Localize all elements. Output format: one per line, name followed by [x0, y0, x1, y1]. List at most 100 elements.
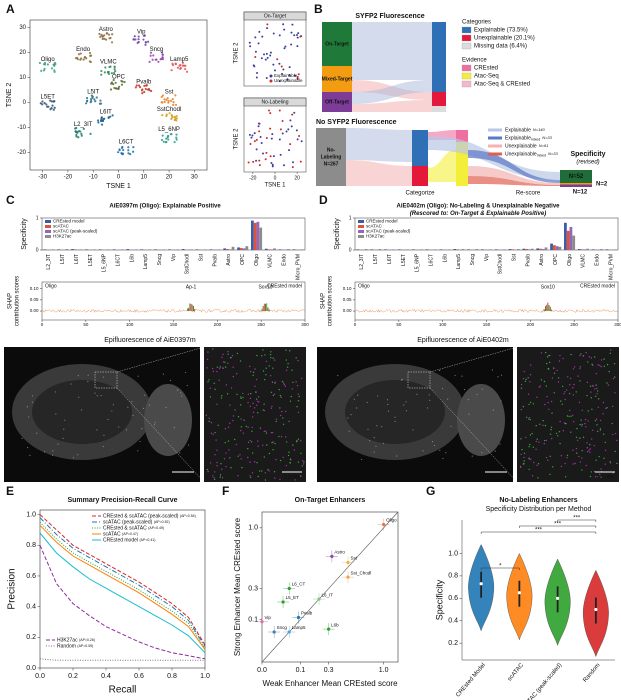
- zoom-speckle: [281, 380, 284, 383]
- image-speckle: [54, 391, 56, 393]
- bar: [572, 235, 576, 250]
- pr-curve: [39, 514, 206, 646]
- inset-point: [259, 135, 262, 138]
- image-speckle: [55, 413, 57, 415]
- scatter-point: [346, 560, 350, 565]
- sankey-flow: [468, 150, 560, 183]
- bar: [461, 249, 465, 250]
- y-tick-label: 0.8: [448, 573, 458, 580]
- zoom-speckle: [297, 400, 300, 402]
- legend-swatch: [269, 79, 273, 83]
- x-tick-label: 0.2: [68, 673, 78, 680]
- zoom-speckle: [552, 466, 554, 468]
- zoom-line: [429, 387, 518, 483]
- inset-point: [293, 111, 296, 114]
- image-speckle: [405, 410, 408, 412]
- tsne-point: [120, 83, 124, 86]
- inset-point: [257, 42, 260, 45]
- bar: [564, 222, 567, 250]
- tsne-point: [79, 58, 82, 61]
- cluster-label: Sncg: [150, 47, 164, 53]
- image-speckle: [367, 428, 369, 430]
- outcome-label: N=2: [596, 182, 608, 188]
- zoom-speckle: [236, 352, 239, 355]
- tsne-point: [100, 123, 104, 126]
- image-speckle: [377, 395, 379, 397]
- tsne-point: [161, 114, 164, 117]
- bar: [287, 249, 290, 250]
- x-tick-label: L2_3IT: [46, 254, 52, 270]
- zoom-speckle: [253, 407, 256, 409]
- bar: [51, 249, 55, 250]
- zoom-speckle: [261, 470, 263, 472]
- zoom-speckle: [279, 394, 282, 397]
- y-tick-label: 0.0: [26, 665, 36, 672]
- image-speckle: [368, 440, 371, 442]
- bar: [406, 249, 409, 250]
- zoom-speckle: [209, 462, 212, 464]
- outcome-label: N=52: [569, 174, 584, 180]
- image-speckle: [139, 440, 141, 443]
- zoom-speckle: [292, 381, 294, 384]
- zoom-speckle: [290, 395, 293, 398]
- zoom-speckle: [528, 403, 530, 406]
- tsne-point: [170, 69, 173, 72]
- zoom-speckle: [282, 456, 284, 459]
- legend-ap: (AP=0.41): [140, 538, 156, 542]
- zoom-speckle: [221, 477, 224, 479]
- zoom-speckle: [535, 448, 537, 451]
- legend-label: Atac-Seq & CREsted: [474, 82, 530, 88]
- image-speckle: [447, 398, 449, 400]
- pr-curve: [39, 517, 206, 647]
- zoom-speckle: [234, 438, 236, 441]
- inset-point: [283, 28, 286, 31]
- zoom-box: [94, 371, 118, 389]
- x-tick-label: SstChodl: [185, 254, 191, 274]
- x-tick-label: Endo: [595, 254, 601, 266]
- tsne-point: [170, 133, 173, 136]
- panel-title: AiE0402m (Oligo): No-Labeling & Unexplai…: [396, 204, 560, 210]
- y-tick-label: 30: [19, 25, 26, 31]
- image-speckle: [31, 395, 34, 397]
- zoom-speckle: [563, 393, 565, 395]
- zoom-speckle: [258, 401, 260, 403]
- zoom-speckle: [564, 422, 567, 425]
- zoom-speckle: [593, 356, 596, 358]
- zoom-speckle: [590, 438, 593, 440]
- image-speckle: [450, 425, 452, 427]
- chart-title: On-Target Enhancers: [295, 497, 366, 504]
- image-speckle: [111, 410, 113, 412]
- zoom-speckle: [240, 397, 242, 400]
- x-tick-label: 0.4: [101, 673, 111, 680]
- zoom-speckle: [267, 468, 269, 471]
- zoom-speckle: [561, 385, 564, 388]
- bar: [217, 249, 221, 250]
- zoom-speckle: [614, 450, 616, 453]
- inset-point: [266, 56, 269, 59]
- zoom-speckle: [557, 381, 560, 383]
- zoom-speckle: [265, 367, 267, 369]
- zoom-speckle: [535, 424, 537, 427]
- scatter-point: [281, 600, 285, 604]
- image-speckle: [77, 454, 79, 456]
- significance-label: *: [499, 564, 502, 570]
- median-point: [594, 607, 598, 612]
- legend-swatch: [461, 72, 472, 80]
- zoom-speckle: [224, 428, 227, 430]
- point-label: Vip: [265, 615, 272, 620]
- zoom-speckle: [616, 462, 618, 465]
- zoom-speckle: [560, 455, 563, 457]
- tsne-point: [144, 43, 147, 46]
- zoom-speckle: [597, 398, 600, 400]
- zoom-speckle: [555, 432, 558, 435]
- zoom-speckle: [523, 370, 525, 373]
- bar: [433, 249, 437, 250]
- point-label: L5_ET: [286, 595, 300, 600]
- image-speckle: [494, 450, 496, 452]
- point-label: Oligo: [386, 518, 397, 523]
- zoom-speckle: [249, 405, 251, 407]
- bar: [300, 249, 304, 250]
- x-tick-label: Astro: [226, 254, 232, 266]
- image-speckle: [77, 375, 79, 377]
